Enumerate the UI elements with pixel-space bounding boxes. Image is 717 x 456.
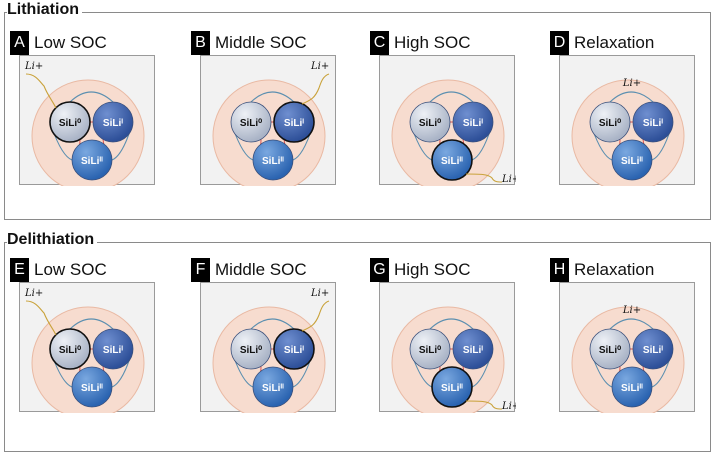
particle-silix2 xyxy=(252,366,294,408)
particle-silix1 xyxy=(452,101,494,143)
particle-silix0-label: SiLi⁰ xyxy=(419,118,441,129)
panel-letter: D xyxy=(550,31,569,55)
li-ion-label: Li+ xyxy=(24,288,43,299)
diagram-box: SiLi⁰ SiLiᴵ SiLiᴵᴵ Li+ xyxy=(19,55,155,186)
diagram-box: SiLi⁰ SiLiᴵ SiLiᴵᴵ Li+ xyxy=(379,282,516,413)
particle-silix2 xyxy=(431,366,473,408)
delithiation-group: Delithiation xyxy=(4,231,711,452)
li-ion-label: Li+ xyxy=(501,401,516,412)
particle-silix0 xyxy=(589,328,631,370)
panel-letter: H xyxy=(550,258,569,282)
panel-letter: F xyxy=(191,258,210,282)
particle-network-diagram: SiLi⁰ SiLiᴵ SiLiᴵᴵ Li+ xyxy=(212,61,330,186)
particle-silix0 xyxy=(589,101,631,143)
particle-silix1 xyxy=(273,328,315,370)
particle-network-diagram: SiLi⁰ SiLiᴵ SiLiᴵᴵ Li+ xyxy=(24,288,145,413)
particle-silix2-label: SiLiᴵᴵ xyxy=(441,383,463,394)
particle-network-diagram: SiLi⁰ SiLiᴵ SiLiᴵᴵ Li+ xyxy=(24,61,145,186)
li-ion-label: Li+ xyxy=(24,61,43,72)
particle-silix1-label: SiLiᴵ xyxy=(103,345,123,356)
particle-silix2-label: SiLiᴵᴵ xyxy=(441,156,463,167)
particle-silix1-label: SiLiᴵ xyxy=(284,118,304,129)
particle-silix0 xyxy=(230,101,272,143)
particle-silix0 xyxy=(49,328,91,370)
panel-letter: A xyxy=(10,31,29,55)
particle-silix2 xyxy=(71,366,113,408)
particle-silix1 xyxy=(452,328,494,370)
li-ion-path xyxy=(25,300,57,336)
particle-silix1-label: SiLiᴵ xyxy=(284,345,304,356)
particle-network-diagram: SiLi⁰ SiLiᴵ SiLiᴵᴵ Li+ xyxy=(391,79,516,186)
diagram-box: SiLi⁰ SiLiᴵ SiLiᴵᴵ Li+ xyxy=(19,282,155,413)
li-ion-path xyxy=(25,73,57,109)
particle-silix1-label: SiLiᴵ xyxy=(103,118,123,129)
li-ion-label: Li+ xyxy=(310,61,329,72)
li-ion-path xyxy=(301,300,330,332)
particle-silix2 xyxy=(431,139,473,181)
diagram-box: SiLi⁰ SiLiᴵ SiLiᴵᴵ Li+ xyxy=(200,55,336,186)
particle-silix0-label: SiLi⁰ xyxy=(59,345,81,356)
particle-silix2 xyxy=(611,366,653,408)
particle-silix0-label: SiLi⁰ xyxy=(599,118,621,129)
particle-network-diagram: SiLi⁰ SiLiᴵ SiLiᴵᴵ Li+ xyxy=(391,306,516,413)
particle-silix0-label: SiLi⁰ xyxy=(599,345,621,356)
particle-silix2-label: SiLiᴵᴵ xyxy=(621,383,643,394)
particle-silix0 xyxy=(49,101,91,143)
particle-silix2-label: SiLiᴵᴵ xyxy=(81,383,103,394)
li-ion-label: Li+ xyxy=(501,174,516,185)
panel-title: Relaxation xyxy=(574,260,655,279)
particle-silix1 xyxy=(632,328,674,370)
li-ion-path xyxy=(301,73,330,105)
particle-network-diagram: SiLi⁰ SiLiᴵ SiLiᴵᴵ Li+ xyxy=(212,288,330,413)
diagram-box: SiLi⁰ SiLiᴵ SiLiᴵᴵ Li+ xyxy=(200,282,336,413)
li-ion-label: Li+ xyxy=(622,78,641,89)
group-title-lithiation: Lithiation xyxy=(7,1,82,19)
diagram-box: SiLi⁰ SiLiᴵ SiLiᴵᴵ Li+ xyxy=(379,55,516,186)
particle-silix2-label: SiLiᴵᴵ xyxy=(262,156,284,167)
particle-silix0 xyxy=(230,328,272,370)
particle-silix1-label: SiLiᴵ xyxy=(463,345,483,356)
particle-silix1 xyxy=(273,101,315,143)
li-ion-path xyxy=(465,400,503,410)
panel-letter: C xyxy=(370,31,389,55)
particle-silix2 xyxy=(252,139,294,181)
diagram-box: SiLi⁰ SiLiᴵ SiLiᴵᴵ Li+ xyxy=(559,55,695,186)
particle-silix0 xyxy=(409,328,451,370)
panel-title: High SOC xyxy=(394,260,471,279)
diagram-box: SiLi⁰ SiLiᴵ SiLiᴵᴵ Li+ xyxy=(559,282,695,413)
panel-letter: E xyxy=(10,258,29,282)
particle-silix2-label: SiLiᴵᴵ xyxy=(621,156,643,167)
panel-title: Low SOC xyxy=(34,33,107,52)
particle-silix2-label: SiLiᴵᴵ xyxy=(81,156,103,167)
particle-silix1-label: SiLiᴵ xyxy=(463,118,483,129)
panel-title: High SOC xyxy=(394,33,471,52)
panel-letter: B xyxy=(191,31,210,55)
particle-network-diagram: SiLi⁰ SiLiᴵ SiLiᴵᴵ Li+ xyxy=(571,78,685,186)
particle-silix1 xyxy=(632,101,674,143)
li-ion-label: Li+ xyxy=(622,305,641,316)
panel-title: Relaxation xyxy=(574,33,655,52)
panel-letter: G xyxy=(370,258,389,282)
panel-title: Middle SOC xyxy=(215,260,307,279)
particle-silix2 xyxy=(71,139,113,181)
panel-title: Low SOC xyxy=(34,260,107,279)
particle-silix0-label: SiLi⁰ xyxy=(419,345,441,356)
particle-silix0-label: SiLi⁰ xyxy=(59,118,81,129)
particle-silix1-label: SiLiᴵ xyxy=(643,345,663,356)
particle-silix2-label: SiLiᴵᴵ xyxy=(262,383,284,394)
group-title-delithiation: Delithiation xyxy=(7,231,98,249)
particle-silix1 xyxy=(92,101,134,143)
panel-title: Middle SOC xyxy=(215,33,307,52)
particle-silix1 xyxy=(92,328,134,370)
particle-silix0 xyxy=(409,101,451,143)
particle-network-diagram: SiLi⁰ SiLiᴵ SiLiᴵᴵ Li+ xyxy=(571,305,685,413)
particle-silix0-label: SiLi⁰ xyxy=(240,345,262,356)
lithiation-group: Lithiation xyxy=(4,1,711,220)
particle-silix0-label: SiLi⁰ xyxy=(240,118,262,129)
li-ion-path xyxy=(465,173,503,183)
particle-silix1-label: SiLiᴵ xyxy=(643,118,663,129)
particle-silix2 xyxy=(611,139,653,181)
li-ion-label: Li+ xyxy=(310,288,329,299)
